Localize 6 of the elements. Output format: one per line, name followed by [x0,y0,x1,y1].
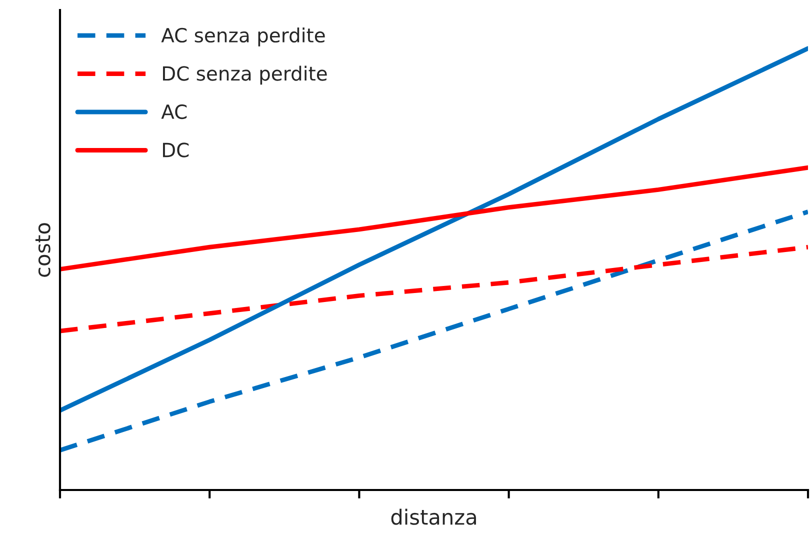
legend-label: AC [161,104,187,120]
x-axis-title: distanza [391,508,476,525]
legend-label: AC senza perdite [161,28,325,46]
y-axis-title: costo [35,223,50,277]
legend-label: DC senza perdite [163,66,327,85]
legend-label: DC [163,142,189,158]
